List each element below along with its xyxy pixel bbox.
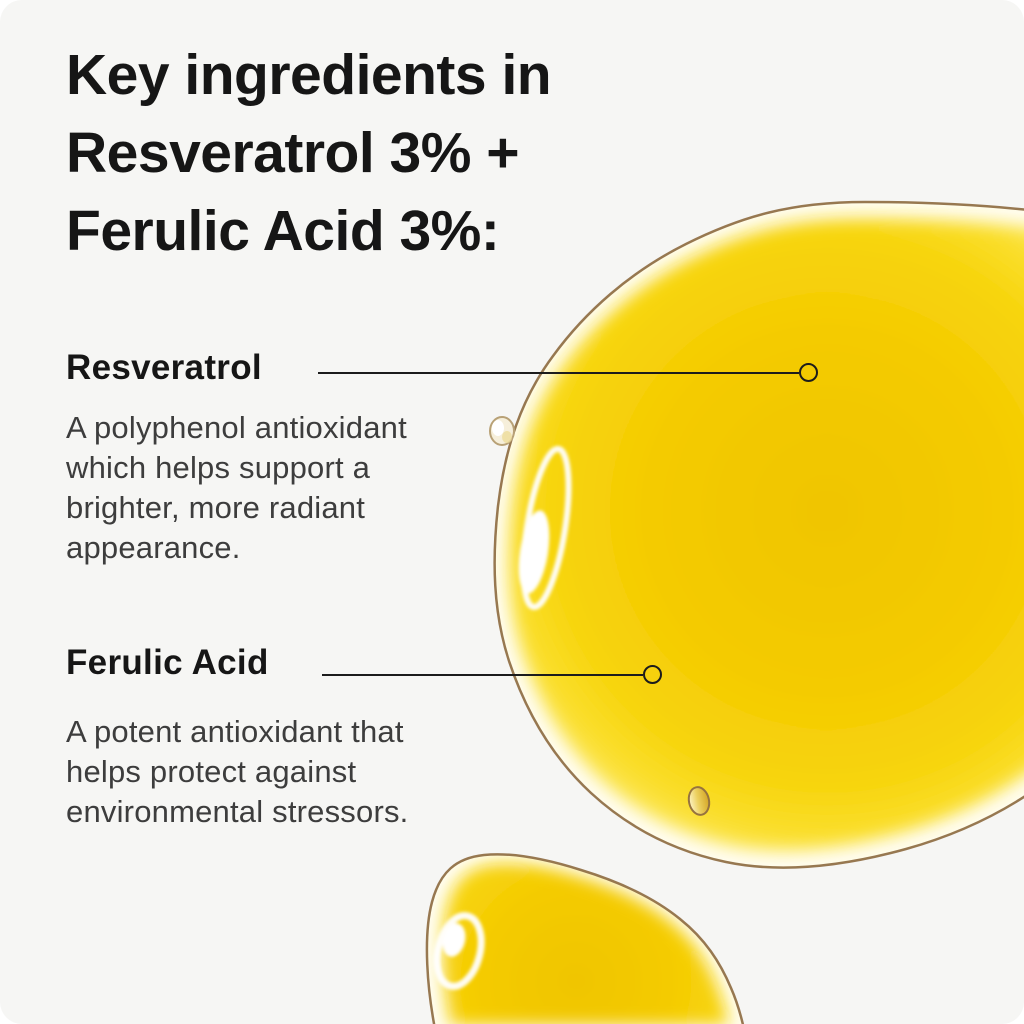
ingredient-name-ferulic-acid: Ferulic Acid xyxy=(66,643,269,682)
ingredient-name-resveratrol: Resveratrol xyxy=(66,348,262,387)
large-oil-droplet xyxy=(493,200,1024,869)
callout-dot-ferulic-acid xyxy=(643,665,662,684)
specular-highlight xyxy=(433,912,485,990)
ingredient-description-ferulic-acid: A potent antioxidant that helps protect … xyxy=(66,714,409,829)
tiny-oil-droplet xyxy=(687,786,711,816)
ingredient-description-resveratrol: A polyphenol antioxidant which helps sup… xyxy=(66,410,407,565)
specular-highlight xyxy=(518,445,572,611)
bottom-oil-droplet xyxy=(425,853,745,1024)
small-clear-droplet xyxy=(489,416,515,446)
callout-dot-resveratrol xyxy=(799,363,818,382)
callout-line-resveratrol xyxy=(318,372,799,374)
callout-line-ferulic-acid xyxy=(322,674,643,676)
page-title: Key ingredients in Resveratrol 3% + Feru… xyxy=(66,43,552,263)
